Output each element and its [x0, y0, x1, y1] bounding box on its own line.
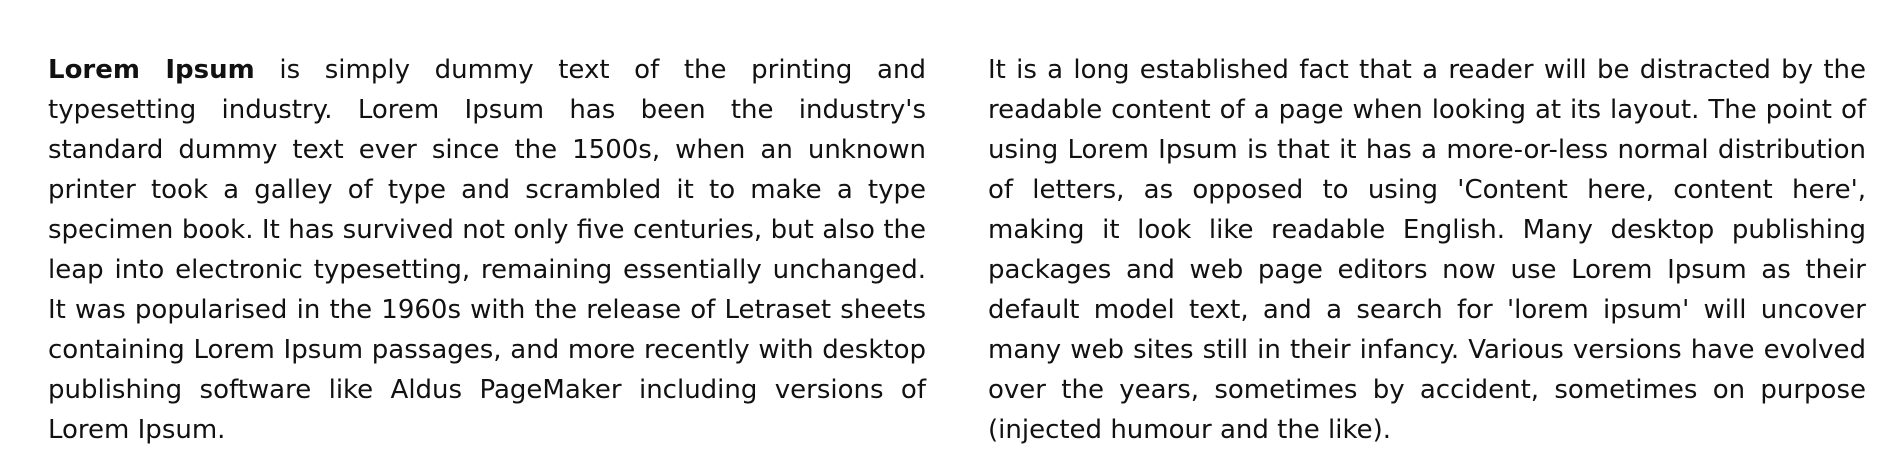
right-column-paragraph: It is a long established fact that a rea…: [988, 50, 1866, 450]
left-column-paragraph: Lorem Ipsum is simply dummy text of the …: [48, 50, 926, 450]
right-body-text: It is a long established fact that a rea…: [988, 55, 1866, 445]
left-body-text: is simply dummy text of the printing and…: [48, 55, 926, 445]
document-page: Lorem Ipsum is simply dummy text of the …: [48, 55, 1866, 445]
lead-term: Lorem Ipsum: [48, 55, 255, 85]
